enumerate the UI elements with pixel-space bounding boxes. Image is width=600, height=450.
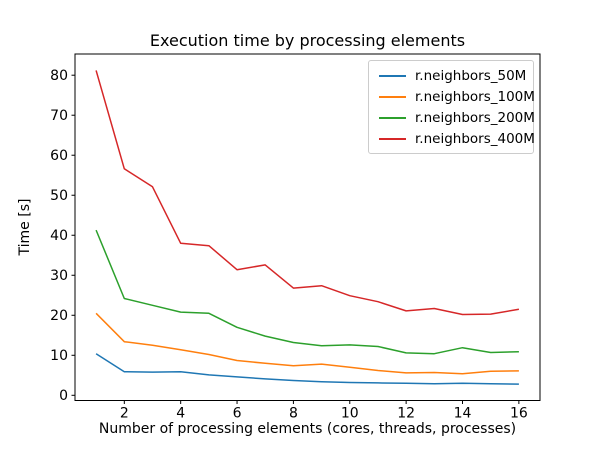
svg-text:4: 4 (176, 406, 185, 422)
svg-text:20: 20 (50, 308, 68, 324)
svg-text:6: 6 (233, 406, 242, 422)
legend-line-icon (379, 95, 406, 98)
svg-text:40: 40 (50, 228, 68, 244)
svg-text:80: 80 (50, 68, 68, 84)
svg-text:50: 50 (50, 188, 68, 204)
svg-text:2: 2 (120, 406, 129, 422)
svg-text:12: 12 (397, 406, 415, 422)
svg-text:10: 10 (341, 406, 359, 422)
chart-title: Execution time by processing elements (149, 31, 466, 50)
legend-label: r.neighbors_50M (415, 67, 527, 84)
svg-text:30: 30 (50, 268, 68, 284)
legend-label: r.neighbors_200M (415, 109, 535, 126)
legend-item: r.neighbors_100M (375, 86, 535, 107)
svg-text:8: 8 (289, 406, 298, 422)
legend-item: r.neighbors_200M (375, 107, 535, 128)
legend: r.neighbors_50M r.neighbors_100M r.neigh… (368, 60, 535, 154)
svg-text:60: 60 (50, 148, 68, 164)
legend-label: r.neighbors_400M (415, 130, 535, 147)
svg-text:14: 14 (454, 406, 472, 422)
legend-line-icon (379, 137, 406, 140)
legend-line-icon (379, 74, 406, 77)
svg-text:70: 70 (50, 108, 68, 124)
svg-text:0: 0 (59, 388, 68, 404)
svg-text:16: 16 (510, 406, 528, 422)
y-axis-label: Time [s] (17, 198, 33, 256)
x-axis-label: Number of processing elements (cores, th… (98, 421, 517, 437)
legend-label: r.neighbors_100M (415, 88, 535, 105)
legend-item: r.neighbors_50M (375, 65, 527, 86)
legend-line-icon (379, 116, 406, 119)
legend-item: r.neighbors_400M (375, 128, 535, 149)
svg-text:10: 10 (50, 348, 68, 364)
